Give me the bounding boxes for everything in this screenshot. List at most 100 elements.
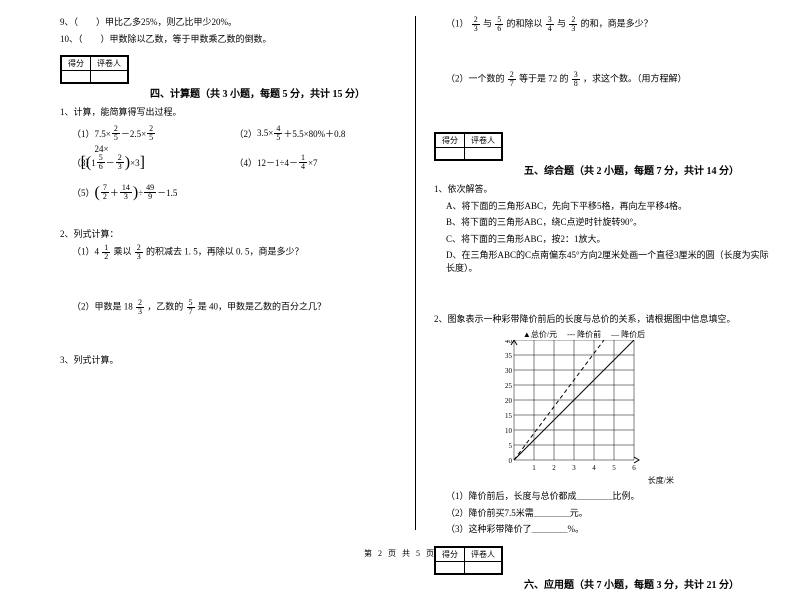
svg-text:1: 1 [532, 464, 536, 472]
gap [434, 92, 770, 126]
frac-23a: 23 [116, 154, 124, 171]
frac-45: 45 [274, 125, 282, 142]
rbracket: ] [140, 154, 145, 172]
p2-1: （1）4 12 乘以 23 的积减去 1. 5，再除以 0. 5，商是多少？ [60, 244, 397, 261]
frac-23r: 23 [472, 16, 480, 33]
t: ，求这个数。（用方程解） [583, 74, 687, 84]
t: （1） [446, 19, 469, 29]
frac-23c: 23 [136, 299, 144, 316]
q2-3: （3）这种彩带降价了＿＿＿＿%。 [434, 523, 770, 536]
gap [60, 265, 397, 299]
sec4-p1: 1、计算，能简算得写出过程。 [60, 106, 397, 119]
left-column: 9、（ ）甲比乙多25%，则乙比甲少20%。 10、（ ）甲数除以乙数，等于甲数… [60, 16, 415, 530]
r2: （2）一个数的 27 等于是 72 的 38 ，求这个数。（用方程解） [434, 71, 770, 88]
t: ＋ [110, 186, 119, 199]
pC: C、将下面的三角形ABC，按2：1放大。 [434, 233, 770, 246]
svg-text:5: 5 [612, 464, 616, 472]
q2-2: （2）降价前买7.5米需＿＿＿＿元。 [434, 507, 770, 520]
pA: A、将下面的三角形ABC，先向下平移5格，再向左平移4格。 [434, 200, 770, 213]
svg-text:3: 3 [572, 464, 576, 472]
legend-y: ▲总价/元 [523, 329, 557, 340]
svg-text:25: 25 [505, 382, 513, 390]
r1: （1） 23 与 56 的和除以 34 与 23 的和，商是多少？ [434, 16, 770, 33]
section-4-title: 四、计算题（共 3 小题，每题 5 分，共计 15 分） [60, 88, 397, 102]
eq-row-3: （5） ( 72 ＋ 143 ) ÷ 499 －1.5 [60, 184, 397, 202]
gap [60, 320, 397, 354]
svg-text:10: 10 [505, 427, 513, 435]
gap [60, 208, 397, 228]
t: 3.5× [257, 128, 273, 138]
frac-72: 72 [101, 184, 109, 201]
eq1: （1）7.5× 25 －2.5× 25 [72, 125, 235, 142]
t: （1）7.5× [72, 127, 111, 140]
frac-56r: 56 [495, 16, 503, 33]
t: ，乙数的 [147, 302, 183, 312]
gap [434, 37, 770, 71]
t: （1）4 [72, 247, 99, 257]
legend: ▲总价/元 --- 降价前 — 降价后 [494, 329, 674, 340]
svg-text:5: 5 [509, 442, 513, 450]
sec4-p3: 3、列式计算。 [60, 354, 397, 367]
svg-text:6: 6 [632, 464, 636, 472]
eq-row-1: （1）7.5× 25 －2.5× 25 （2） 3.5× 45 ＋5.5×80%… [60, 125, 397, 142]
sec5-p1: 1、依次解答。 [434, 183, 770, 196]
p2-2: （2）甲数是 18 23 ，乙数的 57 是 40，甲数是乙数的百分之几？ [60, 299, 397, 316]
frac-57: 57 [187, 299, 195, 316]
frac-25b: 25 [147, 125, 155, 142]
lparen2: ( [95, 184, 100, 202]
score-cell [62, 71, 91, 83]
t: 的积减去 1. 5，再除以 0. 5，商是多少？ [146, 247, 304, 257]
t: － [106, 156, 115, 169]
q2-1: （1）降价前后，长度与总价都成＿＿＿＿比例。 [434, 490, 770, 503]
eq5: （5） ( 72 ＋ 143 ) ÷ 499 －1.5 [72, 184, 235, 202]
t: 1 [91, 158, 96, 168]
section-6-title: 六、应用题（共 7 小题，每题 3 分，共计 21 分） [434, 579, 770, 593]
price-chart: ▲总价/元 --- 降价前 — 降价后 40353025201510501234… [494, 329, 674, 486]
svg-text:15: 15 [505, 412, 513, 420]
legend-after: — 降价后 [611, 329, 645, 340]
eq3: （3） 24× [ ( 1 56 － 23 ) ×3 ] [72, 154, 235, 172]
chart-svg: 4035302520151050123456 [494, 340, 654, 475]
q10: 10、（ ）甲数除以乙数，等于甲数乘乙数的倒数。 [60, 33, 397, 46]
sec5-p2: 2、图象表示一种彩带降价前后的长度与总价的关系，请根据图中信息填空。 [434, 313, 770, 326]
grader-label: 评卷人 [91, 57, 128, 71]
gap [434, 279, 770, 313]
xlabel: 长度/米 [494, 475, 674, 486]
t: ×3 [130, 158, 140, 168]
eq4: （4）12－1÷4－ 14 ×7 [235, 154, 398, 171]
pB: B、将下面的三角形ABC，绕C点逆时针旋转90°。 [434, 216, 770, 229]
t: 降价前 [577, 330, 601, 339]
legend-before: --- 降价前 [567, 329, 601, 340]
t: （2）甲数是 18 [72, 302, 133, 312]
t: （2） [235, 127, 258, 140]
frac-499: 499 [144, 184, 156, 201]
t: 等于是 72 的 [519, 74, 569, 84]
frac-38: 38 [572, 71, 580, 88]
score-label: 得分 [62, 57, 91, 71]
eq2: （2） 3.5× 45 ＋5.5×80%＋0.8 [235, 125, 398, 142]
frac-12: 12 [102, 244, 110, 261]
svg-text:20: 20 [505, 397, 513, 405]
frac-23r2: 23 [569, 16, 577, 33]
t: （2）一个数的 [446, 74, 505, 84]
t: 的和，商是多少？ [581, 19, 653, 29]
frac-27: 27 [508, 71, 516, 88]
t: （5） [72, 186, 95, 199]
svg-text:0: 0 [509, 457, 513, 465]
t: （4）12－1÷4－ [235, 156, 298, 169]
t: 是 40，甲数是乙数的百分之几？ [198, 302, 326, 312]
page: 9、（ ）甲比乙多25%，则乙比甲少20%。 10、（ ）甲数除以乙数，等于甲数… [0, 0, 800, 530]
score-label: 得分 [436, 134, 465, 148]
t: ÷ [138, 188, 143, 198]
right-column: （1） 23 与 56 的和除以 34 与 23 的和，商是多少？ （2）一个数… [415, 16, 770, 530]
t: 的和除以 [507, 19, 543, 29]
t: 降价后 [621, 330, 645, 339]
frac-34r: 34 [546, 16, 554, 33]
t: ×7 [308, 158, 318, 168]
section-5-title: 五、综合题（共 2 小题，每题 7 分，共计 14 分） [434, 165, 770, 179]
t: －1.5 [157, 186, 177, 199]
t: 与 [483, 19, 492, 29]
frac-143: 143 [120, 184, 132, 201]
t: 24× [95, 144, 109, 154]
svg-text:4: 4 [592, 464, 596, 472]
